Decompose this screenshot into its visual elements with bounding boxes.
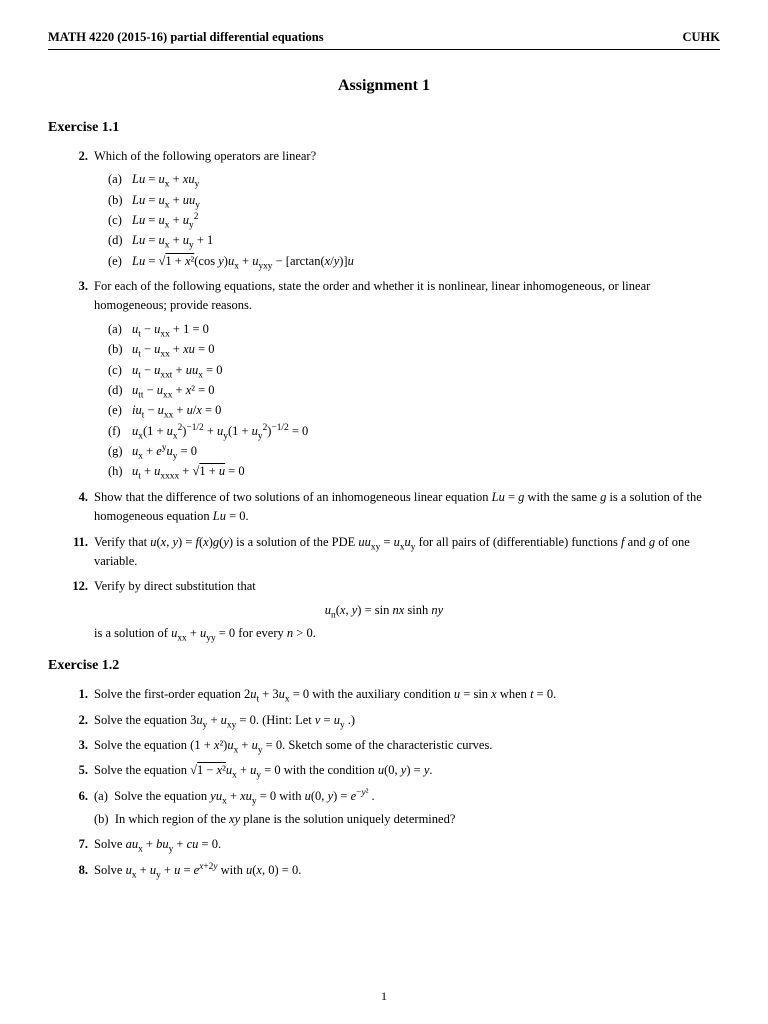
problem-num: 12. xyxy=(66,577,88,596)
page-number: 1 xyxy=(0,987,768,1006)
problem-num: 4. xyxy=(66,488,88,527)
page: MATH 4220 (2015-16) partial differential… xyxy=(0,0,768,1024)
eq: Lu = ux + uy2 xyxy=(132,211,198,230)
problem-text: Verify by direct substitution that xyxy=(94,577,256,596)
problem-num: 3. xyxy=(66,277,88,316)
problem-3: 3. For each of the following equations, … xyxy=(48,277,720,316)
sub-3c: (c)ut − uxxt + uux = 0 xyxy=(48,361,720,380)
sub-3e: (e)iut − uxx + u/x = 0 xyxy=(48,401,720,420)
problem-1-2-1: 1. Solve the first-order equation 2ut + … xyxy=(48,685,720,704)
problem-text: Solve the equation √1 − x²ux + uy = 0 wi… xyxy=(94,761,433,780)
problem-1-2-6b: (b) In which region of the xy plane is t… xyxy=(48,810,720,829)
problem-4: 4. Show that the difference of two solut… xyxy=(48,488,720,527)
problem-12-eq: un(x, y) = sin nx sinh ny xyxy=(48,601,720,620)
exercise-1-1-heading: Exercise 1.1 xyxy=(48,117,720,139)
problem-12-after: is a solution of uxx + uyy = 0 for every… xyxy=(48,624,720,643)
sub-2c: (c)Lu = ux + uy2 xyxy=(48,211,720,230)
header-right: CUHK xyxy=(683,28,721,47)
sub-2a: (a)Lu = ux + xuy xyxy=(48,170,720,189)
problem-text: (a) Solve the equation yux + xuy = 0 wit… xyxy=(94,787,375,806)
eq: Lu = ux + xuy xyxy=(132,170,199,189)
problem-1-2-6: 6. (a) Solve the equation yux + xuy = 0 … xyxy=(48,787,720,806)
problem-1-2-5: 5. Solve the equation √1 − x²ux + uy = 0… xyxy=(48,761,720,780)
problem-text: For each of the following equations, sta… xyxy=(94,277,720,316)
sub-2e: (e)Lu = √1 + x²(cos y)ux + uyxy − [arcta… xyxy=(48,252,720,271)
problem-11: 11. Verify that u(x, y) = f(x)g(y) is a … xyxy=(48,533,720,572)
problem-text: Solve the first-order equation 2ut + 3ux… xyxy=(94,685,556,704)
header-left: MATH 4220 (2015-16) partial differential… xyxy=(48,28,324,47)
problem-text: Which of the following operators are lin… xyxy=(94,147,316,166)
sub-3g: (g)ux + eyuy = 0 xyxy=(48,442,720,461)
problem-text: Solve ux + uy + u = ex+2y with u(x, 0) =… xyxy=(94,861,301,880)
eq: Lu = √1 + x²(cos y)ux + uyxy − [arctan(x… xyxy=(132,252,354,271)
sub-2b: (b)Lu = ux + uuy xyxy=(48,191,720,210)
problem-text: Verify that u(x, y) = f(x)g(y) is a solu… xyxy=(94,533,720,572)
problem-12: 12. Verify by direct substitution that xyxy=(48,577,720,596)
sub-3b: (b)ut − uxx + xu = 0 xyxy=(48,340,720,359)
problem-1-2-7: 7. Solve aux + buy + cu = 0. xyxy=(48,835,720,854)
problem-text: Solve the equation 3uy + uxy = 0. (Hint:… xyxy=(94,711,355,730)
problem-1-2-8: 8. Solve ux + uy + u = ex+2y with u(x, 0… xyxy=(48,861,720,880)
sub-3a: (a)ut − uxx + 1 = 0 xyxy=(48,320,720,339)
eq: Lu = ux + uuy xyxy=(132,191,200,210)
sub-3f: (f)ux(1 + ux2)−1/2 + uy(1 + uy2)−1/2 = 0 xyxy=(48,422,720,441)
problem-num: 2. xyxy=(66,147,88,166)
sub-3d: (d)utt − uxx + x² = 0 xyxy=(48,381,720,400)
sub-2d: (d)Lu = ux + uy + 1 xyxy=(48,231,720,250)
header-rule: MATH 4220 (2015-16) partial differential… xyxy=(48,28,720,50)
problem-text: Show that the difference of two solution… xyxy=(94,488,720,527)
exercise-1-2-heading: Exercise 1.2 xyxy=(48,655,720,677)
problem-1-2-2: 2. Solve the equation 3uy + uxy = 0. (Hi… xyxy=(48,711,720,730)
problem-text: Solve aux + buy + cu = 0. xyxy=(94,835,221,854)
problem-num: 11. xyxy=(66,533,88,572)
eq: Lu = ux + uy + 1 xyxy=(132,231,213,250)
assignment-title: Assignment 1 xyxy=(48,74,720,99)
problem-1-2-3: 3. Solve the equation (1 + x²)ux + uy = … xyxy=(48,736,720,755)
problem-text: Solve the equation (1 + x²)ux + uy = 0. … xyxy=(94,736,492,755)
sub-3h: (h)ut + uxxxx + √1 + u = 0 xyxy=(48,462,720,481)
problem-2: 2. Which of the following operators are … xyxy=(48,147,720,166)
